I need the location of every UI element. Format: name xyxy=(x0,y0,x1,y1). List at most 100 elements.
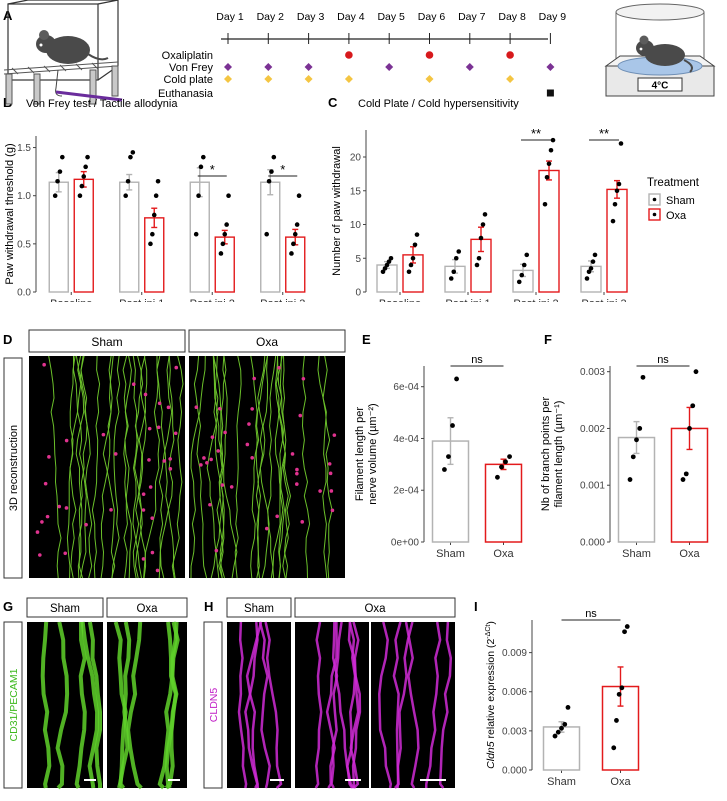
cldn5-side-label: CLDN5 xyxy=(208,688,220,723)
blood-vessel xyxy=(396,621,414,789)
branch-point xyxy=(141,508,146,512)
blood-vessel xyxy=(347,621,362,788)
chart-f: 0.000 0.001 0.002 0.003 Nb of branch points … xyxy=(540,354,709,560)
branch-point xyxy=(42,362,46,367)
y-tick-label: 0.000 xyxy=(502,766,527,777)
data-point xyxy=(611,745,617,751)
data-point xyxy=(524,252,530,258)
cd31-header-sham: Sham xyxy=(50,603,80,615)
data-point xyxy=(224,222,229,227)
y-tick-label: 0.003 xyxy=(580,367,605,378)
nerve-fiber xyxy=(132,355,147,579)
data-point xyxy=(478,235,484,241)
blood-vessel xyxy=(245,621,263,789)
branch-point xyxy=(150,550,155,555)
bar xyxy=(214,236,235,293)
nerve-fiber xyxy=(210,355,227,579)
y-tick-label: 0.003 xyxy=(502,726,527,737)
x-tick-label: Oxa xyxy=(493,548,514,560)
data-point xyxy=(616,691,622,697)
timeline-row-label: Oxaliplatin xyxy=(162,50,213,62)
reconstruction-header-oxa: Oxa xyxy=(256,335,278,349)
y-tick-label: 0.5 xyxy=(17,239,31,250)
panel-letter-e: E xyxy=(362,332,371,347)
branch-point xyxy=(330,508,335,513)
data-point xyxy=(83,164,88,170)
branch-point xyxy=(168,467,173,471)
data-point xyxy=(123,193,128,199)
branch-point xyxy=(208,502,212,507)
branch-point xyxy=(205,461,209,465)
branch-point xyxy=(250,456,254,460)
panel-letter-f: F xyxy=(544,332,552,347)
data-point xyxy=(521,262,527,268)
y-axis-label: Paw withdrawal threshold (g) xyxy=(4,143,16,284)
timeline-day-label: Day 2 xyxy=(257,11,285,23)
treatment-timeline: Day 1 Day 2 Day 3 Day 4 Day 5 Day 6 Day 7 Day 8… xyxy=(158,11,566,100)
data-point xyxy=(296,193,302,199)
nerve-fiber xyxy=(206,355,220,579)
significance-label: ns xyxy=(657,354,669,366)
data-point xyxy=(546,161,552,167)
chart-b-title: Von Frey test / Tactile allodynia xyxy=(26,98,178,110)
data-point xyxy=(410,255,416,261)
branch-point xyxy=(131,382,136,387)
cd31-side-label: CD31/PECAM1 xyxy=(8,668,20,741)
significance-label: * xyxy=(210,162,215,177)
y-tick-label: 10 xyxy=(350,220,362,231)
branch-point xyxy=(143,392,148,397)
branch-point xyxy=(328,471,333,476)
significance-label: * xyxy=(280,162,285,177)
branch-point xyxy=(150,516,155,520)
branch-point xyxy=(148,485,153,489)
y-tick-label: 0.0 xyxy=(17,288,31,299)
data-point xyxy=(406,269,412,275)
legend-dot xyxy=(652,212,657,217)
data-point xyxy=(412,242,418,248)
branch-point xyxy=(332,433,337,437)
blood-vessel xyxy=(404,621,420,789)
data-point xyxy=(544,174,550,180)
timeline-day-label: Day 3 xyxy=(297,11,325,23)
data-point xyxy=(637,426,643,431)
mouse-icon xyxy=(36,30,109,64)
y-tick-label: 2e-04 xyxy=(393,486,419,497)
legend-item: Sham xyxy=(666,195,695,207)
legend-swatch xyxy=(648,208,661,221)
blood-vessel xyxy=(258,621,271,789)
oxaliplatin-marker xyxy=(345,51,353,59)
data-point xyxy=(388,255,394,261)
nerve-fiber xyxy=(278,355,292,579)
nerve-fiber xyxy=(250,355,268,579)
branch-point xyxy=(64,506,69,510)
blood-vessel xyxy=(87,621,102,788)
y-tick-label: 0.006 xyxy=(502,687,527,698)
blood-vessel xyxy=(424,621,442,789)
data-point xyxy=(81,174,87,179)
panel-letter-g: G xyxy=(3,599,13,614)
nerve-fiber xyxy=(75,355,85,579)
legend-title: Treatment xyxy=(647,177,700,189)
bar xyxy=(189,181,210,293)
vonfrey-marker xyxy=(224,63,232,71)
branch-point xyxy=(194,405,199,410)
y-axis-label-gene: Cldn5 xyxy=(485,741,497,769)
nerve-fiber xyxy=(143,356,160,579)
data-point xyxy=(550,137,556,143)
nerve-fiber xyxy=(234,355,242,579)
y-axis-label: Cldn5 relative expression (2-ΔCt) xyxy=(485,621,497,769)
branch-point xyxy=(318,489,322,493)
branch-point xyxy=(300,520,305,524)
blood-vessel xyxy=(244,621,259,789)
branch-point xyxy=(156,425,161,430)
nerve-fiber xyxy=(171,355,184,579)
significance-label: ns xyxy=(585,608,597,620)
nerve-fiber xyxy=(282,355,289,579)
data-point xyxy=(516,279,522,285)
data-point xyxy=(548,147,554,153)
data-point xyxy=(222,231,228,237)
data-point xyxy=(503,459,508,465)
branch-point xyxy=(174,365,179,370)
bar xyxy=(542,726,581,771)
